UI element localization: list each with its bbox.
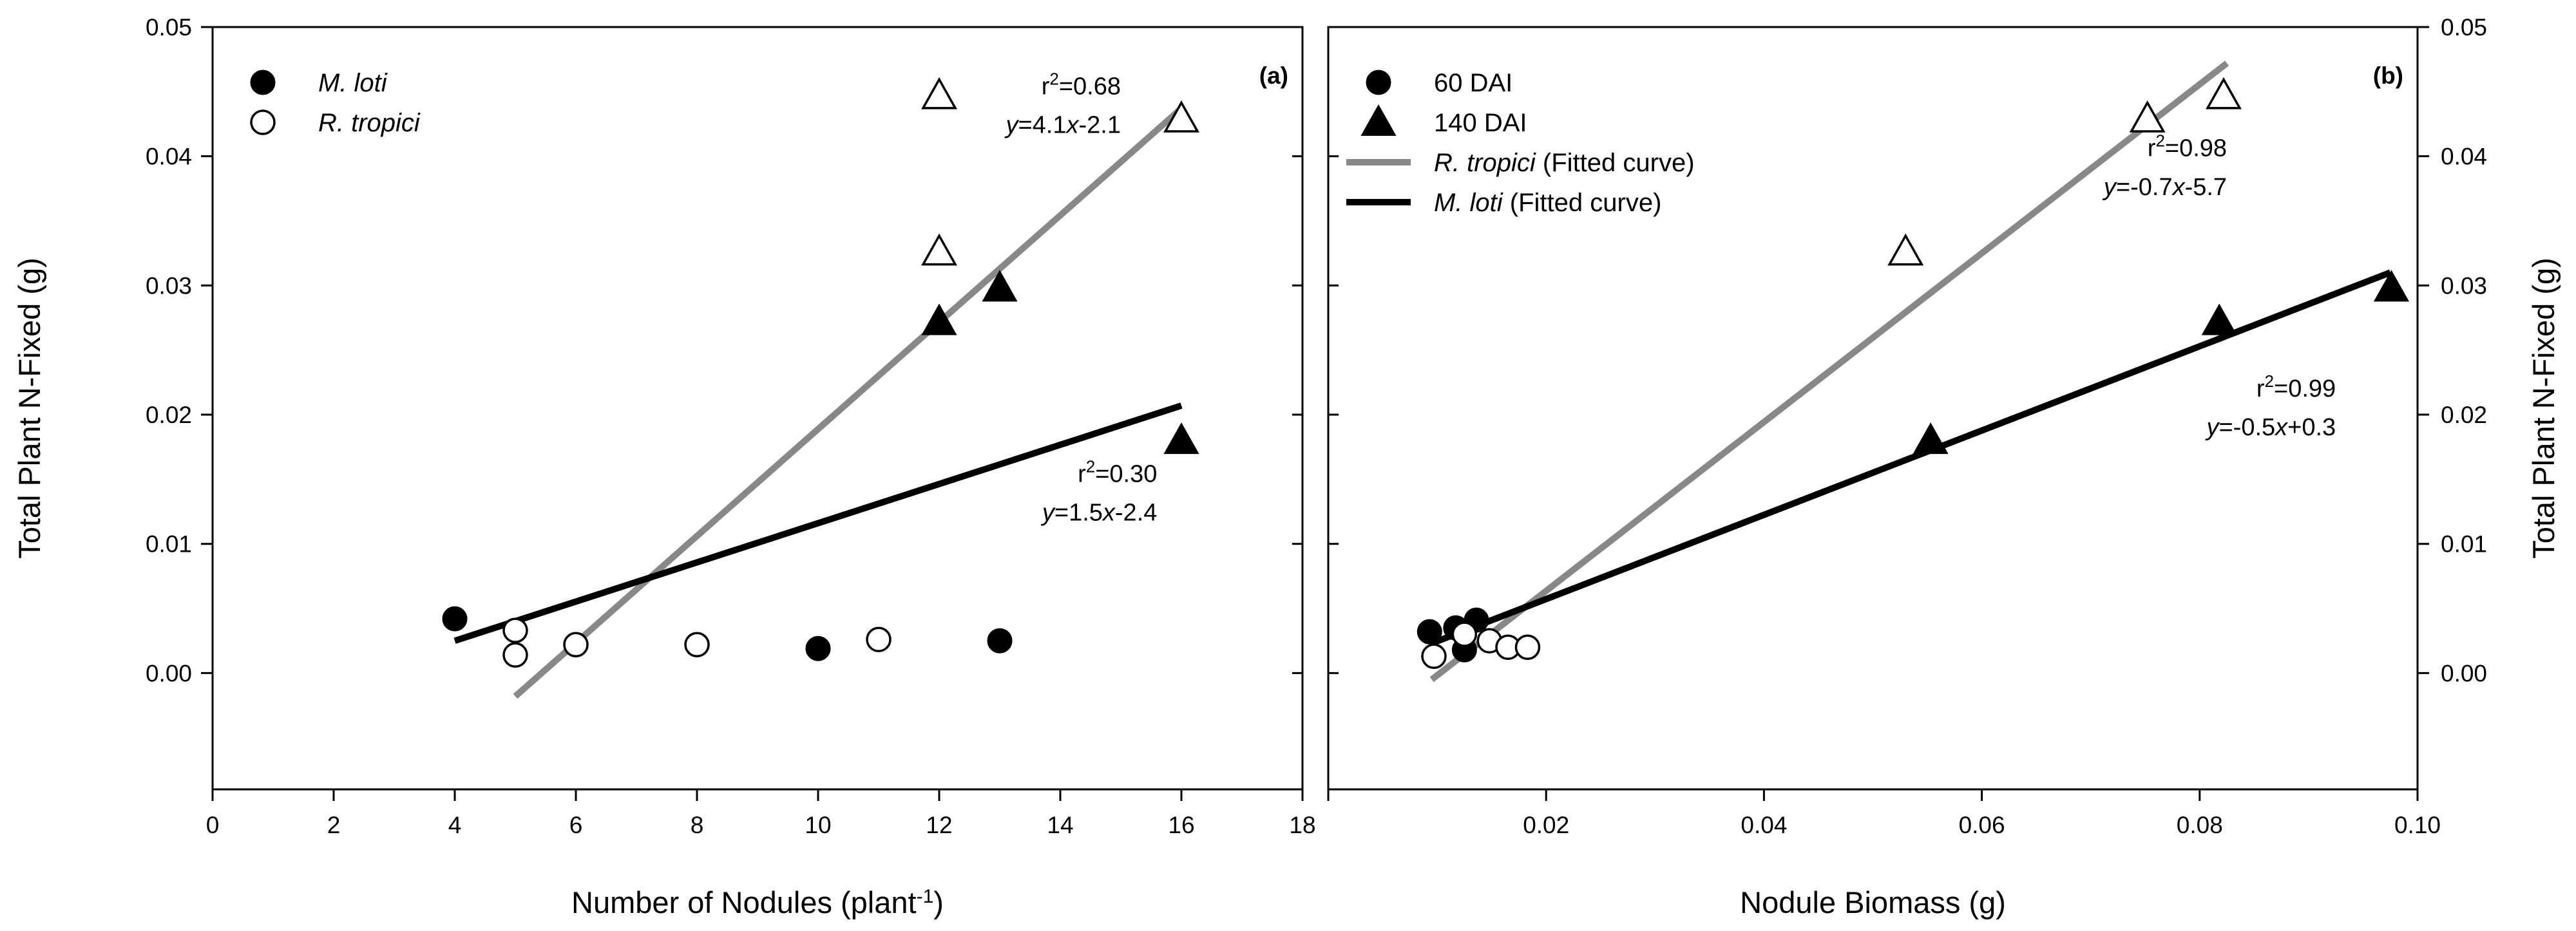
data-point bbox=[921, 303, 957, 335]
data-point bbox=[805, 635, 831, 661]
x-tick-label: 0.10 bbox=[2394, 812, 2441, 838]
data-point bbox=[563, 632, 589, 657]
y-tick-label: 0.00 bbox=[2441, 660, 2487, 686]
legend-label: 60 DAI bbox=[1434, 69, 1512, 97]
y-tick-label: 0.02 bbox=[2441, 402, 2487, 428]
y-tick-label: 0.02 bbox=[146, 402, 192, 428]
fitted-line bbox=[1429, 61, 2229, 682]
data-point bbox=[866, 626, 892, 652]
x-tick-label: 12 bbox=[926, 812, 952, 838]
y-tick-label: 0.00 bbox=[146, 660, 192, 686]
x-tick-label: 2 bbox=[327, 812, 341, 838]
legend-swatch bbox=[1360, 104, 1397, 136]
regression-equation: y=4.1x-2.1 bbox=[1004, 112, 1121, 139]
data-point bbox=[1163, 100, 1199, 133]
r-squared-label: r2=0.30 bbox=[1078, 456, 1157, 487]
x-axis-label: Number of Nodules (plant-1) bbox=[571, 885, 944, 919]
y-tick-label: 0.05 bbox=[146, 14, 192, 41]
legend-label: M. loti (Fitted curve) bbox=[1434, 189, 1661, 217]
data-point bbox=[1913, 422, 1949, 455]
regression-equation: y=-0.7x-5.7 bbox=[2102, 174, 2227, 201]
data-point bbox=[982, 270, 1018, 302]
data-point bbox=[987, 628, 1013, 654]
legend-label: R. tropici (Fitted curve) bbox=[1434, 149, 1695, 177]
data-point bbox=[1887, 233, 1924, 266]
data-point bbox=[2129, 100, 2166, 133]
fitted-line bbox=[453, 402, 1183, 644]
regression-equation: y=1.5x-2.4 bbox=[1040, 500, 1158, 527]
legend-swatch bbox=[250, 70, 276, 95]
y-tick-label: 0.03 bbox=[2441, 272, 2487, 299]
data-point bbox=[921, 233, 957, 266]
x-tick-label: 10 bbox=[805, 812, 831, 838]
data-point bbox=[1421, 643, 1447, 670]
x-axis-label: Nodule Biomass (g) bbox=[1740, 885, 2006, 919]
panel-a-nodule-count: 0.00 0.01 0.02 0.03 0.04 0.05 0 2 4 6 8 10 12 14 16 18 N… bbox=[12, 14, 1316, 919]
data-point bbox=[2201, 303, 2237, 335]
x-tick-label: 0.08 bbox=[2177, 812, 2223, 838]
data-point bbox=[2373, 270, 2409, 302]
y-tick-label: 0.05 bbox=[2441, 14, 2487, 41]
x-tick-label: 0.04 bbox=[1741, 812, 1787, 838]
y-tick-label: 0.03 bbox=[146, 272, 192, 299]
data-point bbox=[1514, 634, 1541, 661]
fitted-line bbox=[1430, 269, 2392, 646]
r-squared-label: r2=0.68 bbox=[1042, 69, 1121, 100]
panel-b-nodule-biomass: 0.00 0.01 0.02 0.03 0.04 0.05 0.02 0.04 0.06 0.08… bbox=[1327, 14, 2561, 919]
x-tick-label: 16 bbox=[1168, 812, 1194, 838]
legend-swatch bbox=[1366, 70, 1391, 95]
x-tick-label: 8 bbox=[691, 812, 704, 838]
x-tick-label: 14 bbox=[1047, 812, 1073, 838]
x-tick-label: 4 bbox=[448, 812, 462, 838]
y-tick-label: 0.04 bbox=[146, 144, 192, 170]
data-point bbox=[1417, 619, 1442, 644]
data-point bbox=[442, 606, 468, 632]
data-point bbox=[2206, 77, 2242, 109]
y-tick-label: 0.04 bbox=[2441, 144, 2487, 170]
data-point bbox=[684, 632, 710, 657]
x-tick-label: 0.06 bbox=[1959, 812, 2005, 838]
r-squared-label: r2=0.99 bbox=[2256, 371, 2336, 402]
legend-swatch bbox=[250, 109, 276, 135]
y-tick-label: 0.01 bbox=[146, 531, 192, 558]
plot-frame bbox=[211, 26, 1304, 791]
legend-label: M. loti bbox=[318, 69, 388, 97]
x-tick-label: 6 bbox=[569, 812, 583, 838]
x-tick-label: 18 bbox=[1289, 812, 1315, 838]
plot-frame bbox=[1327, 26, 2419, 791]
legend-label: R. tropici bbox=[318, 109, 421, 137]
y-axis-label: Total Plant N-Fixed (g) bbox=[2526, 258, 2561, 559]
y-tick-label: 0.01 bbox=[2441, 531, 2487, 558]
panel-label: (b) bbox=[2373, 62, 2403, 89]
panel-label: (a) bbox=[1259, 62, 1288, 89]
x-tick-label: 0 bbox=[206, 812, 220, 838]
data-point bbox=[502, 617, 528, 643]
legend-label: 140 DAI bbox=[1434, 109, 1527, 137]
regression-equation: y=-0.5x+0.3 bbox=[2204, 414, 2336, 441]
data-point bbox=[921, 77, 957, 109]
r-squared-label: r2=0.98 bbox=[2148, 131, 2227, 162]
x-tick-label: 0.02 bbox=[1523, 812, 1569, 838]
data-point bbox=[502, 642, 528, 668]
fitted-line bbox=[513, 106, 1184, 699]
data-point bbox=[1163, 422, 1199, 455]
data-point bbox=[1451, 621, 1478, 647]
y-axis-label: Total Plant N-Fixed (g) bbox=[12, 258, 46, 559]
